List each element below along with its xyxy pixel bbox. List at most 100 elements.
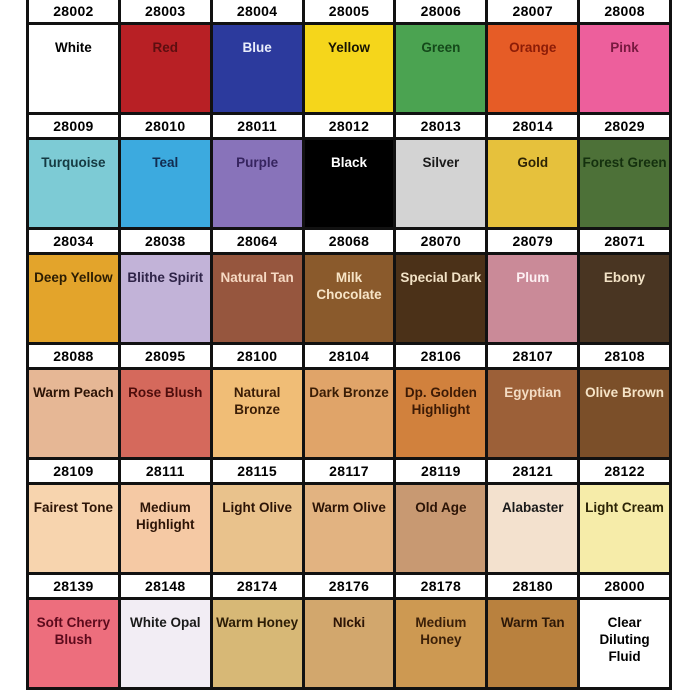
swatch-code-label: 28115 bbox=[212, 460, 302, 485]
swatch-color-area: Pink bbox=[580, 25, 669, 112]
swatch-color-area: Blue bbox=[212, 25, 302, 112]
swatch-cell: 28119 Old Age bbox=[396, 460, 489, 575]
swatch-name-label: White bbox=[55, 40, 92, 55]
swatch-code-label: 28008 bbox=[580, 0, 669, 25]
swatch-name-label: Purple bbox=[236, 155, 279, 170]
swatch-cell: 28106 Dp. Golden Highlight bbox=[396, 345, 489, 460]
swatch-color-area: Silver bbox=[396, 140, 486, 227]
swatch-cell: 28121 Alabaster bbox=[488, 460, 581, 575]
swatch-cell: 28180 Warm Tan bbox=[488, 575, 581, 690]
swatch-cell: 28088 Warm Peach bbox=[29, 345, 121, 460]
swatch-color-area: Teal bbox=[120, 140, 210, 227]
swatch-name-label: Gold bbox=[517, 155, 549, 170]
swatch-code-label: 28178 bbox=[396, 575, 486, 600]
swatch-cell: 28079 Plum bbox=[488, 230, 581, 345]
swatch-color-area: Warm Peach bbox=[29, 370, 118, 457]
swatch-color-area: Red bbox=[120, 25, 210, 112]
swatch-code-label: 28109 bbox=[29, 460, 118, 485]
swatch-code-label: 28121 bbox=[488, 460, 578, 485]
swatch-color-area: Warm Tan bbox=[488, 600, 578, 687]
swatch-name-label: Medium Honey bbox=[415, 615, 467, 647]
swatch-name-label: Dp. Golden Highlight bbox=[404, 385, 477, 417]
swatch-name-label: Warm Olive bbox=[312, 500, 386, 515]
swatch-name-label: Natural Tan bbox=[220, 270, 294, 285]
swatch-code-label: 28107 bbox=[488, 345, 578, 370]
swatch-color-area: Turquoise bbox=[29, 140, 118, 227]
swatch-code-label: 28013 bbox=[396, 115, 486, 140]
swatch-name-label: Blithe Spirit bbox=[127, 270, 204, 285]
swatch-code-label: 28108 bbox=[580, 345, 669, 370]
color-swatch-chart: 28002 White 28003 Red 28004 Blue 28005 Y… bbox=[26, 0, 672, 690]
swatch-code-label: 28122 bbox=[580, 460, 669, 485]
swatch-color-area: Rose Blush bbox=[120, 370, 210, 457]
swatch-code-label: 28007 bbox=[488, 0, 578, 25]
swatch-cell: 28104 Dark Bronze bbox=[304, 345, 397, 460]
swatch-name-label: Warm Tan bbox=[500, 615, 565, 630]
swatch-cell: 28034 Deep Yellow bbox=[29, 230, 121, 345]
swatch-name-label: Milk Chocolate bbox=[316, 270, 382, 302]
swatch-code-label: 28002 bbox=[29, 0, 118, 25]
swatch-cell: 28014 Gold bbox=[488, 115, 581, 230]
swatch-cell: 28174 Warm Honey bbox=[212, 575, 305, 690]
swatch-color-area: Dp. Golden Highlight bbox=[396, 370, 486, 457]
swatch-code-label: 28034 bbox=[29, 230, 118, 255]
swatch-code-label: 28139 bbox=[29, 575, 118, 600]
swatch-code-label: 28148 bbox=[120, 575, 210, 600]
swatch-cell: 28107 Egyptian bbox=[488, 345, 581, 460]
swatch-name-label: Turquoise bbox=[41, 155, 106, 170]
swatch-cell: 28008 Pink bbox=[580, 0, 672, 115]
swatch-cell: 28115 Light Olive bbox=[212, 460, 305, 575]
swatch-code-label: 28180 bbox=[488, 575, 578, 600]
swatch-color-area: Light Cream bbox=[580, 485, 669, 572]
swatch-cell: 28178 Medium Honey bbox=[396, 575, 489, 690]
swatch-color-area: Deep Yellow bbox=[29, 255, 118, 342]
swatch-name-label: Special Dark bbox=[400, 270, 482, 285]
swatch-code-label: 28106 bbox=[396, 345, 486, 370]
swatch-cell: 28007 Orange bbox=[488, 0, 581, 115]
swatch-name-label: Forest Green bbox=[582, 155, 667, 170]
swatch-color-area: Green bbox=[396, 25, 486, 112]
swatch-name-label: Dark Bronze bbox=[309, 385, 389, 400]
swatch-cell: 28117 Warm Olive bbox=[304, 460, 397, 575]
swatch-name-label: Clear Diluting Fluid bbox=[599, 615, 650, 664]
swatch-color-area: Soft Cherry Blush bbox=[29, 600, 118, 687]
swatch-name-label: Deep Yellow bbox=[34, 270, 113, 285]
swatch-name-label: Blue bbox=[242, 40, 272, 55]
swatch-code-label: 28104 bbox=[304, 345, 394, 370]
swatch-code-label: 28029 bbox=[580, 115, 669, 140]
swatch-cell: 28009 Turquoise bbox=[29, 115, 121, 230]
swatch-cell: 28095 Rose Blush bbox=[120, 345, 213, 460]
swatch-color-area: Alabaster bbox=[488, 485, 578, 572]
swatch-code-label: 28011 bbox=[212, 115, 302, 140]
swatch-code-label: 28071 bbox=[580, 230, 669, 255]
swatch-code-label: 28004 bbox=[212, 0, 302, 25]
swatch-cell: 28029 Forest Green bbox=[580, 115, 672, 230]
swatch-cell: 28111 Medium Highlight bbox=[120, 460, 213, 575]
swatch-cell: 28176 NIcki bbox=[304, 575, 397, 690]
swatch-cell: 28004 Blue bbox=[212, 0, 305, 115]
swatch-name-label: Egyptian bbox=[504, 385, 562, 400]
swatch-color-area: Medium Honey bbox=[396, 600, 486, 687]
swatch-cell: 28108 Olive Brown bbox=[580, 345, 672, 460]
swatch-name-label: Olive Brown bbox=[585, 385, 664, 400]
swatch-cell: 28148 White Opal bbox=[120, 575, 213, 690]
swatch-code-label: 28012 bbox=[304, 115, 394, 140]
swatch-cell: 28068 Milk Chocolate bbox=[304, 230, 397, 345]
swatch-code-label: 28095 bbox=[120, 345, 210, 370]
swatch-color-area: Light Olive bbox=[212, 485, 302, 572]
swatch-color-area: Special Dark bbox=[396, 255, 486, 342]
swatch-name-label: Old Age bbox=[415, 500, 467, 515]
swatch-name-label: Silver bbox=[422, 155, 460, 170]
swatch-code-label: 28079 bbox=[488, 230, 578, 255]
swatch-color-area: Blithe Spirit bbox=[120, 255, 210, 342]
swatch-name-label: Green bbox=[421, 40, 461, 55]
swatch-name-label: NIcki bbox=[332, 615, 366, 630]
swatch-cell: 28011 Purple bbox=[212, 115, 305, 230]
swatch-color-area: Dark Bronze bbox=[304, 370, 394, 457]
swatch-cell: 28122 Light Cream bbox=[580, 460, 672, 575]
swatch-code-label: 28119 bbox=[396, 460, 486, 485]
swatch-name-label: Warm Peach bbox=[33, 385, 114, 400]
swatch-color-area: Clear Diluting Fluid bbox=[580, 600, 669, 687]
swatch-code-label: 28064 bbox=[212, 230, 302, 255]
swatch-cell: 28038 Blithe Spirit bbox=[120, 230, 213, 345]
